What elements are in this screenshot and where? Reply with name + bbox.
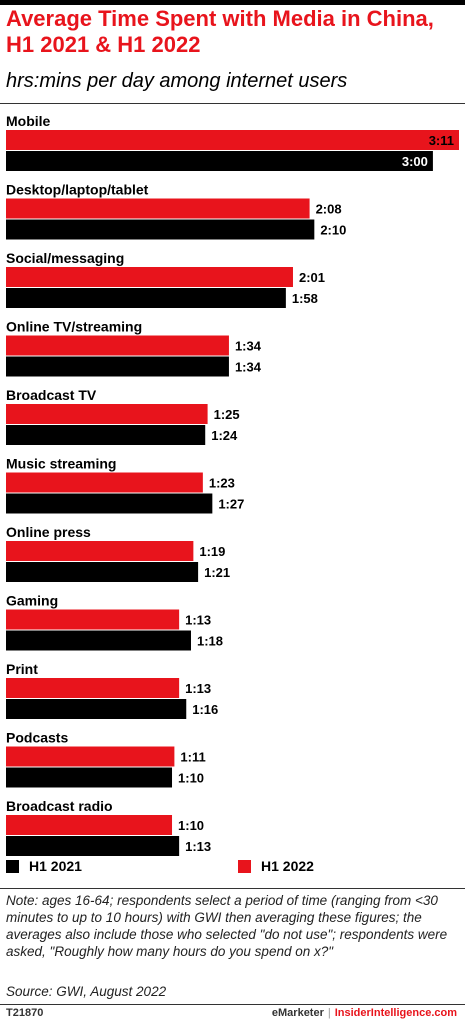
value-label-h1-2021-podcasts: 1:10 — [178, 771, 204, 786]
chart-subtitle: hrs:mins per day among internet users — [6, 70, 348, 92]
bar-h1-2021-broadcast-radio — [6, 836, 180, 856]
note-rule — [0, 888, 465, 889]
bar-h1-2022-online-press — [6, 541, 194, 561]
bar-h1-2021-gaming — [6, 630, 191, 651]
bar-h1-2021-mobile — [6, 151, 433, 171]
brand-emarketer: eMarketer — [271, 1007, 324, 1019]
category-label-print: Print — [6, 661, 38, 677]
legend-swatch-h1-2022 — [238, 859, 251, 873]
value-label-h1-2022-gaming: 1:13 — [185, 613, 211, 628]
category-label-gaming: Gaming — [6, 593, 58, 609]
bar-h1-2021-online-tv-streaming — [6, 356, 229, 377]
bar-h1-2021-online-press — [6, 562, 199, 582]
legend: H1 2021 H1 2022 — [0, 858, 465, 884]
value-label-h1-2021-online-tv-streaming: 1:34 — [235, 360, 262, 375]
bar-h1-2022-broadcast-tv — [6, 404, 208, 424]
bar-h1-2021-music-streaming — [6, 493, 213, 514]
bar-h1-2021-social-messaging — [6, 288, 286, 308]
legend-label-h1-2021: H1 2021 — [29, 858, 82, 874]
value-label-h1-2022-print: 1:13 — [185, 681, 211, 696]
bar-h1-2021-podcasts — [6, 767, 173, 788]
value-label-h1-2022-mobile: 3:11 — [429, 133, 454, 148]
value-label-h1-2022-music-streaming: 1:23 — [209, 476, 235, 491]
value-label-h1-2022-desktop-laptop-tablet: 2:08 — [316, 202, 342, 217]
value-label-h1-2022-broadcast-tv: 1:25 — [214, 407, 240, 422]
chart-id: T21870 — [6, 1007, 44, 1019]
value-label-h1-2021-print: 1:16 — [192, 702, 218, 717]
value-label-h1-2021-mobile: 3:00 — [402, 154, 428, 169]
value-label-h1-2021-broadcast-tv: 1:24 — [211, 428, 238, 443]
bar-h1-2021-desktop-laptop-tablet — [6, 219, 315, 240]
value-label-h1-2021-social-messaging: 1:58 — [292, 291, 318, 306]
category-label-broadcast-tv: Broadcast TV — [6, 387, 97, 403]
value-label-h1-2021-desktop-laptop-tablet: 2:10 — [320, 223, 346, 238]
bar-h1-2022-social-messaging — [6, 267, 293, 287]
value-label-h1-2021-online-press: 1:21 — [204, 565, 230, 580]
chart-title: Average Time Spent with Media in China, … — [6, 6, 434, 57]
footer-rule — [0, 1004, 465, 1005]
bar-h1-2021-print — [6, 699, 187, 719]
top-rule — [0, 0, 465, 5]
value-label-h1-2022-social-messaging: 2:01 — [299, 270, 325, 285]
legend-item-h1-2021: H1 2021 — [6, 858, 82, 874]
bar-h1-2021-broadcast-tv — [6, 425, 206, 445]
value-label-h1-2022-podcasts: 1:11 — [180, 750, 205, 765]
value-label-h1-2022-online-press: 1:19 — [199, 544, 225, 559]
category-label-online-tv-streaming: Online TV/streaming — [6, 319, 142, 335]
bar-h1-2022-music-streaming — [6, 472, 203, 493]
category-label-mobile: Mobile — [6, 113, 51, 129]
chart-note: Note: ages 16-64; respondents select a p… — [6, 893, 448, 959]
legend-item-h1-2022: H1 2022 — [238, 858, 314, 874]
bar-chart: Mobile 3:113:00 Desktop/laptop/tablet 2:08 2… — [6, 113, 459, 856]
value-label-h1-2021-music-streaming: 1:27 — [218, 497, 244, 512]
legend-swatch-h1-2021 — [6, 859, 19, 873]
bar-h1-2022-gaming — [6, 609, 180, 630]
value-label-h1-2022-broadcast-radio: 1:10 — [178, 818, 204, 833]
value-label-h1-2021-gaming: 1:18 — [197, 634, 223, 649]
value-label-h1-2021-broadcast-radio: 1:13 — [185, 839, 211, 854]
bar-h1-2022-podcasts — [6, 746, 175, 767]
category-label-social-messaging: Social/messaging — [6, 250, 124, 266]
brand-insider-intelligence: InsiderIntelligence.com — [334, 1007, 457, 1019]
value-label-h1-2022-online-tv-streaming: 1:34 — [235, 339, 262, 354]
chart-source: Source: GWI, August 2022 — [6, 984, 167, 999]
category-label-desktop-laptop-tablet: Desktop/laptop/tablet — [6, 182, 149, 198]
category-label-podcasts: Podcasts — [6, 730, 68, 746]
legend-label-h1-2022: H1 2022 — [261, 858, 314, 874]
bar-h1-2022-mobile — [6, 130, 459, 150]
bar-h1-2022-desktop-laptop-tablet — [6, 198, 310, 219]
footer-brand: eMarketer | InsiderIntelligence.com — [272, 1007, 457, 1019]
category-label-broadcast-radio: Broadcast radio — [6, 798, 113, 814]
brand-separator: | — [327, 1007, 331, 1019]
bar-h1-2022-print — [6, 678, 180, 698]
category-label-music-streaming: Music streaming — [6, 456, 116, 472]
bar-h1-2022-broadcast-radio — [6, 815, 173, 835]
category-label-online-press: Online press — [6, 524, 91, 540]
bar-h1-2022-online-tv-streaming — [6, 335, 229, 356]
subtitle-rule — [0, 103, 465, 104]
